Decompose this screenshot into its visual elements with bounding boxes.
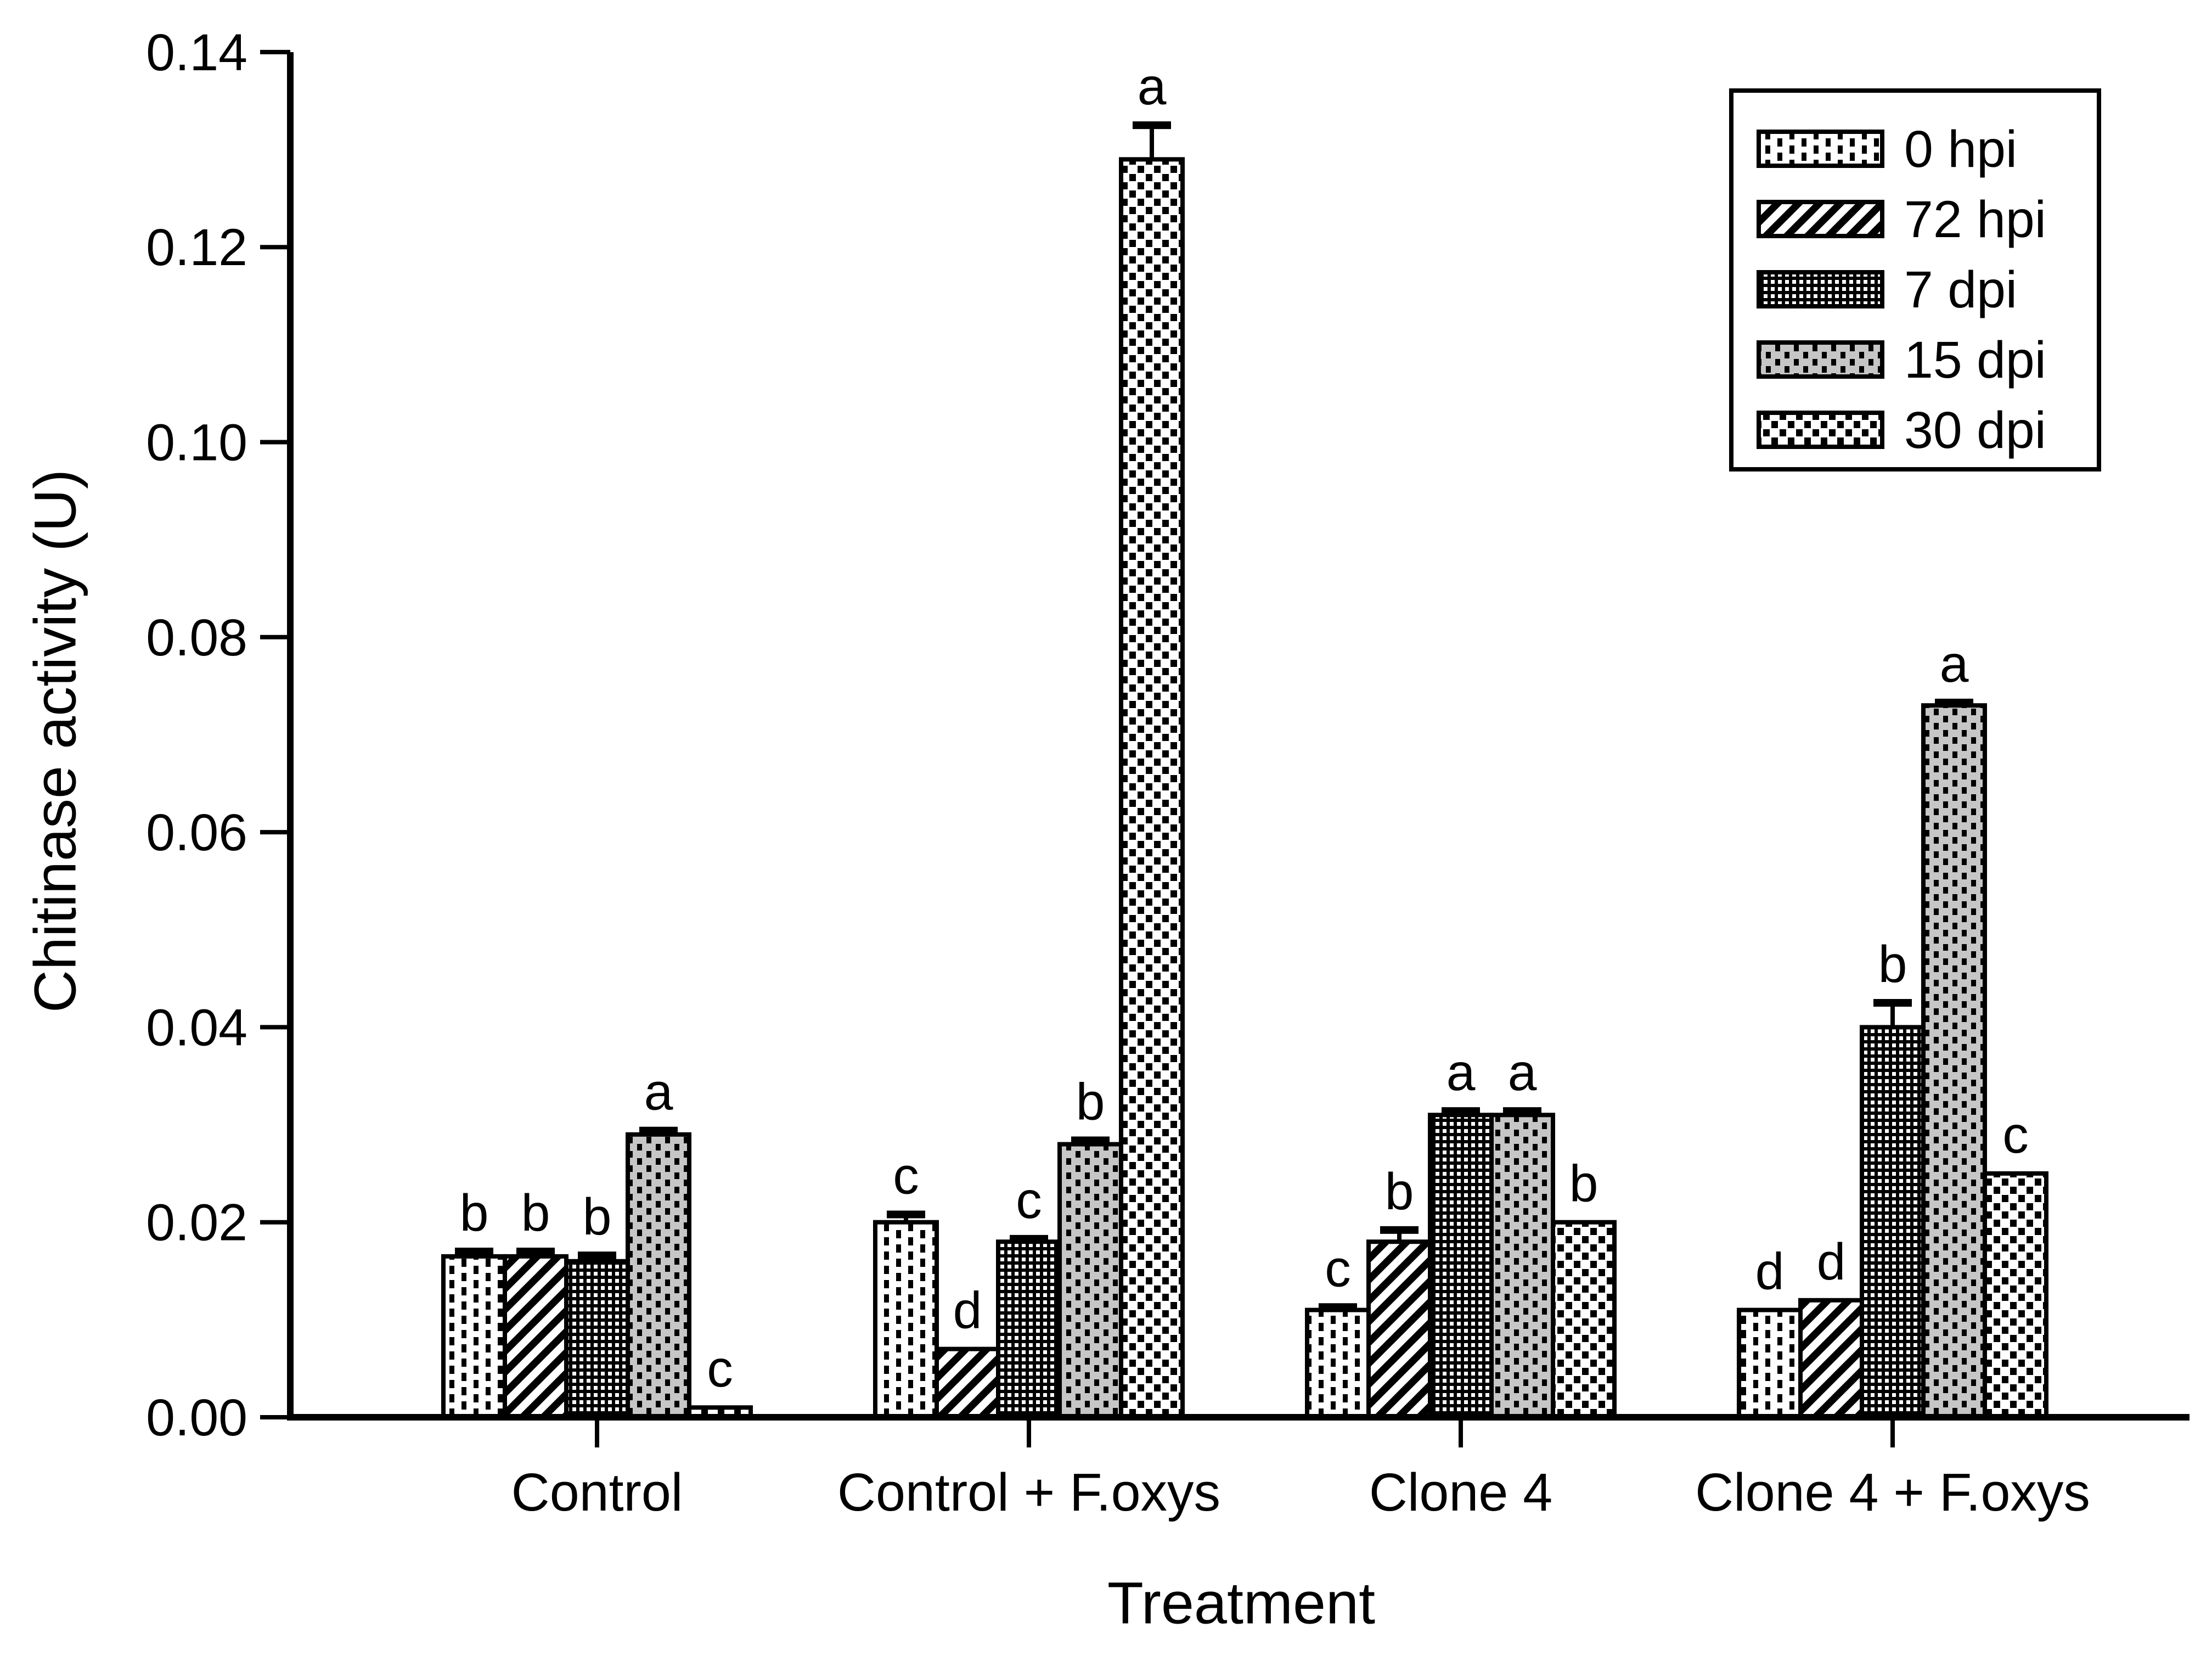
legend-label-7-dpi: 7 dpi: [1904, 261, 2017, 319]
x-tick-label-control-plus-foxys: Control + F.oxys: [837, 1462, 1220, 1522]
bar-0-hpi-control: [441, 1254, 507, 1419]
y-tick-label: 0.10: [146, 414, 247, 472]
sig-letter-15-dpi-control: a: [644, 1063, 673, 1121]
bar-15-dpi-control-plus-foxys: [1057, 1142, 1123, 1420]
legend-label-72-hpi: 72 hpi: [1904, 190, 2046, 249]
y-tick-label: 0.14: [146, 24, 247, 82]
legend-swatch-72-hpi: [1757, 200, 1884, 238]
sig-letter-7-dpi-clone-4: a: [1446, 1043, 1476, 1102]
x-tick-label-clone-4-plus-foxys: Clone 4 + F.oxys: [1695, 1462, 2090, 1522]
bar-15-dpi-clone-4-plus-foxys: [1921, 703, 1987, 1419]
bar-15-dpi-control: [626, 1132, 691, 1419]
y-tick-label: 0.02: [146, 1194, 247, 1252]
sig-letter-0-hpi-control: b: [460, 1184, 489, 1242]
bar-7-dpi-clone-4: [1428, 1113, 1494, 1420]
y-tick-label: 0.08: [146, 609, 247, 667]
sig-letter-30-dpi-clone-4-plus-foxys: c: [2002, 1106, 2029, 1164]
legend-label-15-dpi: 15 dpi: [1904, 331, 2046, 389]
y-tick-label: 0.04: [146, 998, 247, 1057]
y-tick-label: 0.06: [146, 804, 247, 862]
sig-letter-72-hpi-clone-4: b: [1385, 1163, 1414, 1221]
bar-0-hpi-control-plus-foxys: [873, 1220, 939, 1419]
bar-30-dpi-clone-4: [1551, 1220, 1617, 1419]
bar-72-hpi-control-plus-foxys: [935, 1346, 1000, 1420]
legend-label-30-dpi: 30 dpi: [1904, 401, 2046, 459]
bar-15-dpi-clone-4: [1489, 1113, 1555, 1420]
bar-72-hpi-control: [503, 1254, 569, 1419]
bar-7-dpi-control-plus-foxys: [996, 1239, 1062, 1419]
y-tick-label: 0.12: [146, 218, 247, 277]
legend-swatch-30-dpi: [1757, 411, 1884, 449]
bar-0-hpi-clone-4: [1305, 1307, 1371, 1419]
sig-letter-7-dpi-clone-4-plus-foxys: b: [1878, 935, 1907, 994]
sig-letter-7-dpi-control: b: [583, 1188, 612, 1246]
sig-letter-7-dpi-control-plus-foxys: c: [1016, 1171, 1042, 1230]
legend-swatch-7-dpi: [1757, 270, 1884, 308]
sig-letter-15-dpi-clone-4: a: [1508, 1043, 1537, 1102]
sig-letter-15-dpi-clone-4-plus-foxys: a: [1940, 635, 1969, 693]
bar-0-hpi-clone-4-plus-foxys: [1737, 1307, 1803, 1419]
sig-letter-72-hpi-control: b: [521, 1184, 550, 1242]
sig-letter-0-hpi-control-plus-foxys: c: [893, 1147, 919, 1205]
sig-letter-0-hpi-clone-4: c: [1325, 1239, 1351, 1298]
bar-30-dpi-clone-4-plus-foxys: [1983, 1171, 2048, 1419]
x-tick-label-control: Control: [511, 1462, 683, 1522]
sig-letter-72-hpi-control-plus-foxys: d: [953, 1282, 982, 1340]
y-axis-title: Chitinase activity (U): [21, 469, 88, 1013]
bar-7-dpi-control: [564, 1259, 630, 1419]
bar-7-dpi-clone-4-plus-foxys: [1860, 1025, 1926, 1419]
x-axis-title: Treatment: [1107, 1569, 1376, 1636]
sig-letter-30-dpi-control-plus-foxys: a: [1138, 58, 1167, 116]
legend-label-0-hpi: 0 hpi: [1904, 120, 2017, 178]
legend-swatch-15-dpi: [1757, 340, 1884, 379]
legend-swatch-0-hpi: [1757, 130, 1884, 168]
x-tick-label-clone-4: Clone 4: [1369, 1462, 1552, 1522]
sig-letter-30-dpi-control: c: [707, 1340, 733, 1398]
bar-72-hpi-clone-4-plus-foxys: [1798, 1298, 1864, 1420]
sig-letter-15-dpi-control-plus-foxys: b: [1076, 1073, 1105, 1131]
sig-letter-0-hpi-clone-4-plus-foxys: d: [1755, 1243, 1785, 1301]
bar-30-dpi-control-plus-foxys: [1119, 157, 1185, 1420]
sig-letter-30-dpi-clone-4: b: [1569, 1155, 1599, 1213]
bar-72-hpi-clone-4: [1366, 1239, 1432, 1419]
sig-letter-72-hpi-clone-4-plus-foxys: d: [1817, 1233, 1846, 1291]
y-tick-label: 0.00: [146, 1389, 247, 1447]
